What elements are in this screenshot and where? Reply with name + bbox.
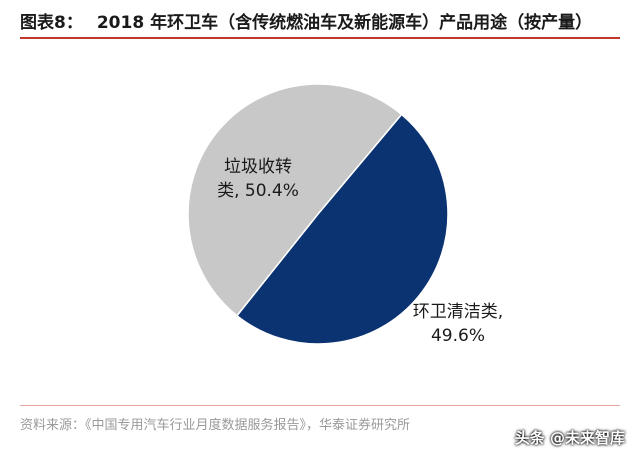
source-divider xyxy=(20,405,620,406)
pie-slice-1 xyxy=(235,113,449,345)
slice-label-2: 垃圾收转类, 50.4% xyxy=(217,157,299,201)
figure-label: 图表8： xyxy=(20,13,83,33)
chart-title: 图表8： 2018 年环卫车（含传统燃油车及新能源车）产品用途（按产量） xyxy=(20,8,620,33)
watermark: 头条 @未来智库 xyxy=(514,429,625,447)
slice-label-line2: 类, 50.4% xyxy=(217,181,299,201)
slice-label-line2: 49.6% xyxy=(431,326,485,346)
title-text: 2018 年环卫车（含传统燃油车及新能源车）产品用途（按产量） xyxy=(96,13,593,33)
slice-label-line1: 环卫清洁类, xyxy=(413,302,503,322)
slice-label-line1: 垃圾收转 xyxy=(224,157,292,177)
slice-label-1: 环卫清洁类, 49.6% xyxy=(413,302,503,346)
source-note: 资料来源：《中国专用汽车行业月度数据服务报告》，华泰证券研究所 xyxy=(20,418,411,433)
pie-slice-2 xyxy=(187,83,403,317)
title-divider xyxy=(20,37,620,39)
